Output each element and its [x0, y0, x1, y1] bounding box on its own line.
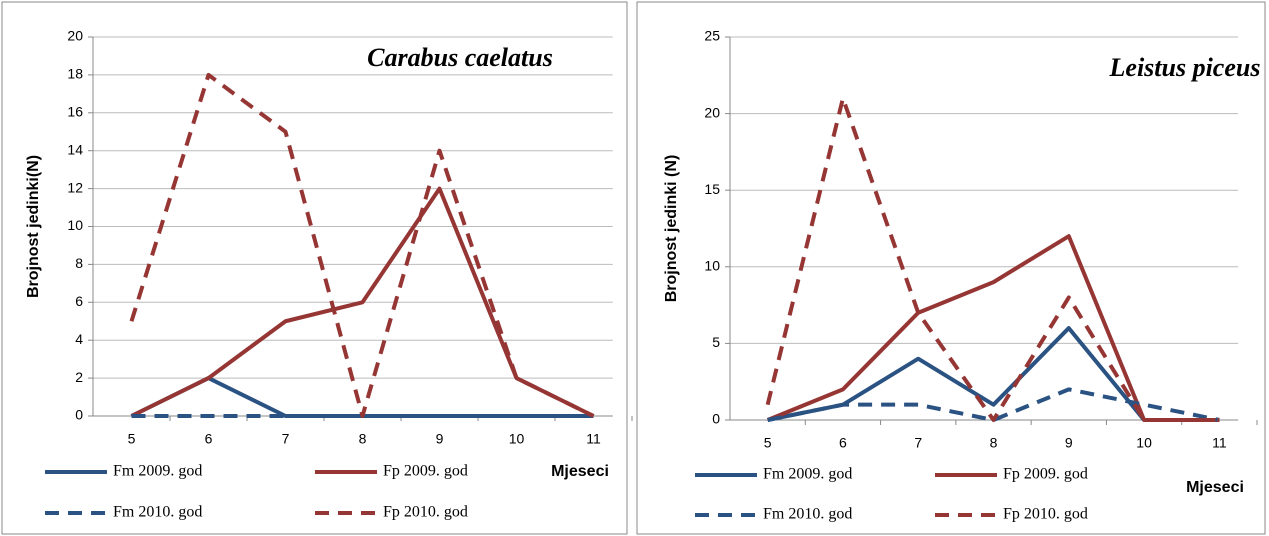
panel-border — [636, 1, 1266, 535]
panel-border — [1, 1, 628, 535]
legend-label: Fm 2009. god — [113, 463, 202, 480]
y-tick-label: 16 — [67, 104, 83, 120]
data-line — [767, 387, 1220, 422]
x-tick-label: 11 — [586, 431, 601, 447]
y-tick-label: 0 — [712, 411, 720, 427]
x-tick-label: 5 — [764, 435, 772, 451]
y-tick-label: 15 — [704, 181, 720, 197]
data-line — [766, 234, 1220, 422]
y-tick-label: 18 — [67, 66, 83, 82]
legend-label: Fm 2010. god — [113, 504, 202, 521]
chart-title: Carabus caelatus — [367, 43, 553, 72]
x-tick-label: 10 — [509, 431, 525, 447]
x-tick-label: 7 — [914, 435, 922, 451]
x-tick-label: 7 — [282, 431, 290, 447]
y-axis-title: Brojnost jedinki(N) — [25, 155, 42, 298]
legend-label: Fp 2009. god — [383, 463, 468, 480]
x-tick-label: 9 — [1065, 435, 1073, 451]
x-tick-label: 6 — [205, 431, 213, 447]
y-tick-label: 12 — [67, 179, 83, 195]
y-tick-label: 6 — [75, 293, 83, 309]
x-tick-label: 10 — [1136, 435, 1152, 451]
legend-label: Fp 2010. god — [383, 504, 468, 521]
x-axis-title: Mjeseci — [551, 463, 609, 480]
legend-label: Fp 2010. god — [1003, 506, 1088, 523]
legend-label: Fm 2010. god — [763, 506, 852, 523]
x-tick-label: 5 — [128, 431, 136, 447]
y-tick-label: 5 — [712, 334, 720, 350]
y-axis-title: Brojnost jedinki (N) — [663, 155, 680, 303]
x-tick-label: 8 — [359, 431, 367, 447]
y-tick-label: 20 — [67, 28, 83, 44]
y-tick-label: 10 — [67, 217, 83, 233]
y-tick-label: 4 — [75, 331, 83, 347]
legend-label: Fm 2009. god — [763, 466, 852, 483]
y-tick-label: 2 — [75, 369, 83, 385]
chart-title: Leistus piceus — [1109, 53, 1261, 82]
x-tick-label: 8 — [990, 435, 998, 451]
data-line — [129, 72, 595, 418]
x-tick-label: 9 — [436, 431, 444, 447]
y-tick-label: 10 — [704, 258, 720, 274]
y-tick-label: 20 — [704, 104, 720, 120]
y-tick-label: 0 — [75, 407, 83, 423]
y-tick-label: 25 — [704, 28, 720, 44]
data-line — [765, 96, 1220, 422]
y-tick-label: 8 — [75, 255, 83, 271]
y-tick-label: 14 — [67, 141, 83, 157]
x-tick-label: 6 — [839, 435, 847, 451]
x-axis-title: Mjeseci — [1186, 479, 1244, 496]
legend-label: Fp 2009. god — [1003, 466, 1088, 483]
x-tick-label: 11 — [1212, 435, 1227, 451]
data-line — [130, 186, 595, 418]
